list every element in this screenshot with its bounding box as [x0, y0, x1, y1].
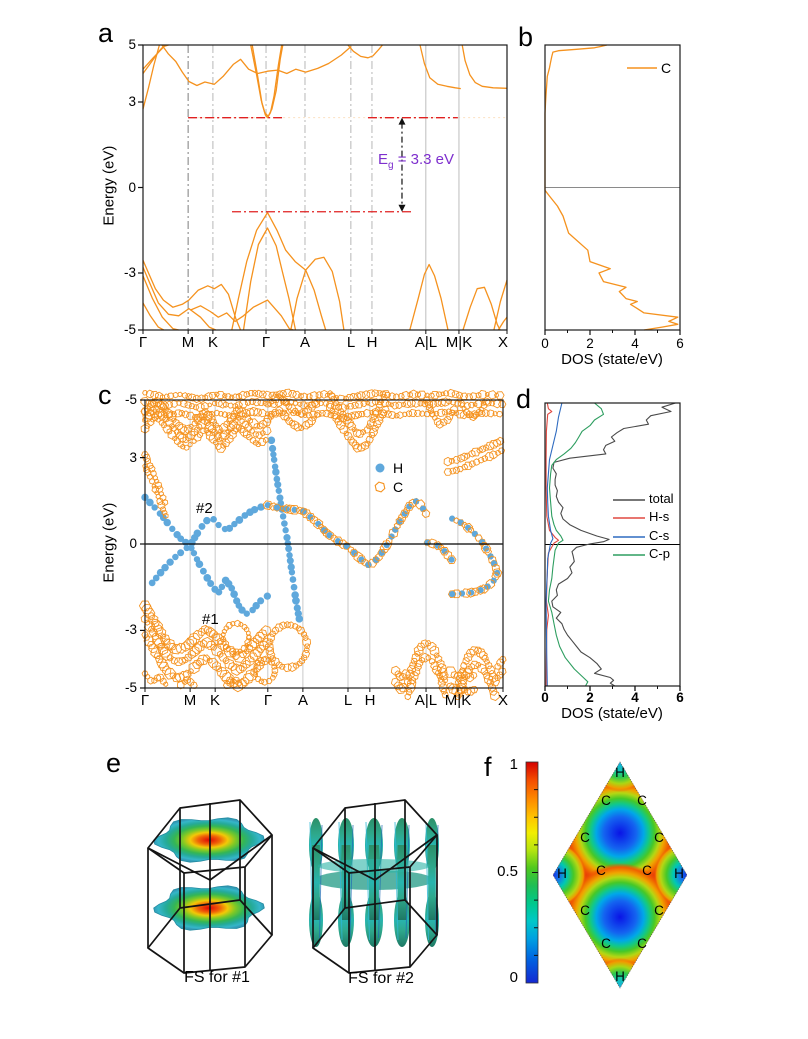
panel-d-xtick-2: 4 — [631, 690, 639, 705]
panel-c-xtick-8: M|K — [444, 692, 472, 709]
panel-b-letter: b — [518, 22, 534, 52]
panel-d-letter: d — [516, 384, 532, 414]
panel-c-xtick-6: H — [364, 692, 376, 709]
atom-label-H-right: H — [674, 866, 684, 882]
panel-c-xtick-7: A|L — [414, 692, 438, 709]
panel-a-ytick-0: 5 — [128, 37, 136, 52]
panel-a-ytick-4: -5 — [123, 322, 136, 337]
gap-subscript: g — [387, 160, 394, 171]
panel-a-xtick-7: A|L — [414, 334, 438, 351]
colorbar-tick-05: 0.5 — [497, 863, 518, 880]
atom-label-H-left: H — [557, 866, 567, 882]
gap-value: = 3.3 eV — [393, 151, 455, 168]
atom-label-C: C — [580, 830, 590, 846]
panel-a-ytick-2: 0 — [128, 180, 136, 195]
panel-a-xtick-4: A — [299, 334, 310, 351]
panel-c-legend-C: C — [393, 479, 404, 495]
panel-c-ytick-0: -5 — [124, 392, 137, 407]
band2-label: #2 — [196, 500, 213, 517]
gap-symbol: E — [377, 151, 388, 168]
panel-a-xtick-3: Γ — [261, 334, 271, 351]
panel-c-xtick-3: Γ — [263, 692, 273, 709]
panel-b-xlabel: DOS (state/eV) — [561, 351, 663, 368]
panel-a-xtick-6: H — [366, 334, 378, 351]
panel-a-xtick-2: K — [207, 334, 218, 351]
panel-d-legend-total: total — [649, 491, 674, 506]
panel-c-ytick-4: -5 — [124, 680, 137, 695]
atom-label-C: C — [601, 936, 611, 952]
panel-d-xtick-0: 0 — [541, 690, 549, 705]
atom-label-C: C — [580, 903, 590, 919]
panel-e-letter: e — [106, 748, 122, 778]
panel-b-xtick-2: 4 — [631, 336, 639, 351]
panel-c-xtick-4: A — [297, 692, 308, 709]
panel-b-xtick-3: 6 — [676, 336, 684, 351]
panel-c-ytick-1: 3 — [129, 450, 137, 465]
panel-c-xtick-5: L — [343, 692, 353, 709]
panel-f-letter: f — [484, 752, 492, 782]
panel-c-ytick-3: -3 — [124, 622, 137, 637]
atom-label-H-top: H — [615, 765, 625, 781]
atom-label-C: C — [654, 830, 664, 846]
atom-label-H-bottom: H — [615, 969, 625, 985]
band1-label: #1 — [202, 611, 219, 628]
atom-label-C: C — [654, 903, 664, 919]
panel-a-xtick-5: L — [346, 334, 356, 351]
atom-label-C: C — [637, 936, 647, 952]
fs1-caption: FS for #1 — [184, 969, 250, 986]
panel-b-xtick-1: 2 — [586, 336, 594, 351]
panel-c-letter: c — [98, 380, 112, 410]
atom-label-C: C — [637, 793, 647, 809]
panel-c-xtick-0: Γ — [140, 692, 150, 709]
colorbar-tick-0: 0 — [509, 969, 518, 986]
panel-b-xtick-0: 0 — [541, 336, 549, 351]
panel-c-xtick-1: M — [183, 692, 197, 709]
panel-b-legend-C: C — [661, 60, 672, 76]
atom-label-C: C — [642, 863, 652, 879]
panel-d-xtick-1: 2 — [586, 690, 594, 705]
fs2-caption: FS for #2 — [348, 970, 414, 987]
panel-a-xtick-0: Γ — [138, 334, 148, 351]
panel-a-letter: a — [98, 18, 114, 48]
panel-c-legend-H: H — [393, 460, 404, 476]
panel-c-xtick-9: X — [497, 692, 508, 709]
panel-d-xtick-3: 6 — [676, 690, 684, 705]
panel-d-legend-Cp: C-p — [649, 546, 670, 561]
colorbar-tick-1: 1 — [509, 756, 518, 773]
panel-a-ytick-3: -3 — [123, 265, 136, 280]
atom-label-C: C — [596, 863, 606, 879]
panel-a-xtick-9: X — [497, 334, 508, 351]
panel-d-xlabel: DOS (state/eV) — [561, 705, 663, 722]
panel-d-legend-Hs: H-s — [649, 509, 670, 524]
band-gap-annotation: Eg = 3.3 eV — [357, 151, 475, 172]
panel-a-xtick-1: M — [181, 334, 195, 351]
atom-label-C: C — [601, 793, 611, 809]
panel-a-xtick-8: M|K — [445, 334, 473, 351]
panel-c-ytick-2: 0 — [129, 536, 137, 551]
panel-a-ytick-1: 3 — [128, 94, 136, 109]
panel-d-legend-Cs: C-s — [649, 528, 670, 543]
panel-c-xtick-2: K — [209, 692, 220, 709]
